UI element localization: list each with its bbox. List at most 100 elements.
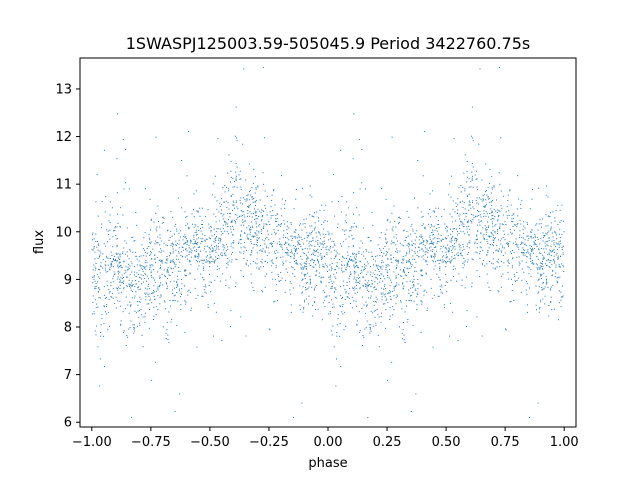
- data-point: [106, 313, 108, 315]
- data-point: [347, 296, 349, 298]
- data-point: [476, 178, 478, 180]
- data-point: [421, 303, 423, 305]
- data-point: [266, 236, 268, 238]
- data-point: [547, 196, 549, 198]
- data-point: [495, 224, 497, 226]
- data-point: [382, 303, 384, 305]
- data-point: [307, 256, 309, 258]
- data-point: [152, 292, 154, 294]
- data-point: [479, 224, 481, 226]
- data-point: [553, 255, 555, 257]
- data-point: [501, 238, 503, 240]
- data-point: [136, 224, 138, 226]
- data-point: [542, 298, 544, 300]
- data-point: [554, 220, 556, 222]
- data-point: [325, 247, 327, 249]
- data-point: [336, 297, 338, 299]
- x-tick-label: 0.75: [491, 435, 520, 450]
- data-point: [330, 275, 332, 277]
- data-point: [471, 220, 473, 222]
- data-point: [483, 212, 485, 214]
- data-point: [130, 304, 132, 306]
- data-point: [175, 244, 177, 246]
- data-point: [296, 262, 298, 264]
- data-point: [447, 250, 449, 252]
- data-point: [281, 244, 283, 246]
- data-point: [457, 255, 459, 257]
- data-point: [385, 237, 387, 239]
- data-point: [371, 291, 373, 293]
- data-point: [551, 232, 553, 234]
- data-point: [414, 252, 416, 254]
- data-point: [281, 277, 283, 279]
- data-point: [521, 260, 523, 262]
- data-point: [242, 276, 244, 278]
- data-point: [402, 283, 404, 285]
- data-point: [302, 286, 304, 288]
- data-point: [367, 416, 369, 418]
- data-point: [352, 287, 354, 289]
- data-point: [256, 267, 258, 269]
- data-point: [393, 205, 395, 207]
- data-point: [210, 260, 212, 262]
- data-point: [170, 281, 172, 283]
- data-point: [100, 262, 102, 264]
- data-point: [109, 201, 111, 203]
- data-point: [113, 230, 115, 232]
- data-point: [97, 243, 99, 245]
- data-point: [227, 258, 229, 260]
- data-point: [348, 246, 350, 248]
- data-point: [139, 322, 141, 324]
- data-point: [282, 248, 284, 250]
- data-point: [516, 256, 518, 258]
- data-point: [354, 257, 356, 259]
- data-point: [126, 227, 128, 229]
- data-point: [375, 310, 377, 312]
- data-point: [359, 188, 361, 190]
- data-point: [525, 261, 527, 263]
- data-point: [344, 299, 346, 301]
- data-point: [226, 206, 228, 208]
- data-point: [135, 283, 137, 285]
- data-point: [95, 240, 97, 242]
- data-point: [562, 254, 564, 256]
- data-point: [95, 306, 97, 308]
- data-point: [403, 258, 405, 260]
- data-point: [517, 246, 519, 248]
- data-point: [544, 242, 546, 244]
- data-point: [129, 284, 131, 286]
- data-point: [473, 217, 475, 219]
- data-point: [557, 204, 559, 206]
- data-point: [420, 331, 422, 333]
- data-point: [257, 218, 259, 220]
- data-point: [102, 267, 104, 269]
- data-point: [284, 223, 286, 225]
- data-point: [176, 255, 178, 257]
- data-point: [454, 239, 456, 241]
- data-point: [445, 273, 447, 275]
- data-point: [489, 168, 491, 170]
- data-point: [412, 258, 414, 260]
- data-point: [137, 304, 139, 306]
- data-point: [427, 250, 429, 252]
- data-point: [464, 260, 466, 262]
- data-point: [479, 211, 481, 213]
- data-point: [366, 285, 368, 287]
- data-point: [342, 306, 344, 308]
- data-point: [220, 238, 222, 240]
- data-point: [384, 303, 386, 305]
- data-point: [159, 259, 161, 261]
- data-point: [310, 244, 312, 246]
- data-point: [395, 237, 397, 239]
- data-point: [365, 286, 367, 288]
- data-point: [374, 286, 376, 288]
- data-point: [349, 259, 351, 261]
- data-point: [267, 230, 269, 232]
- data-point: [356, 266, 358, 268]
- data-point: [546, 244, 548, 246]
- data-point: [273, 229, 275, 231]
- data-point: [177, 279, 179, 281]
- data-point: [205, 238, 207, 240]
- data-point: [314, 296, 316, 298]
- data-point: [341, 269, 343, 271]
